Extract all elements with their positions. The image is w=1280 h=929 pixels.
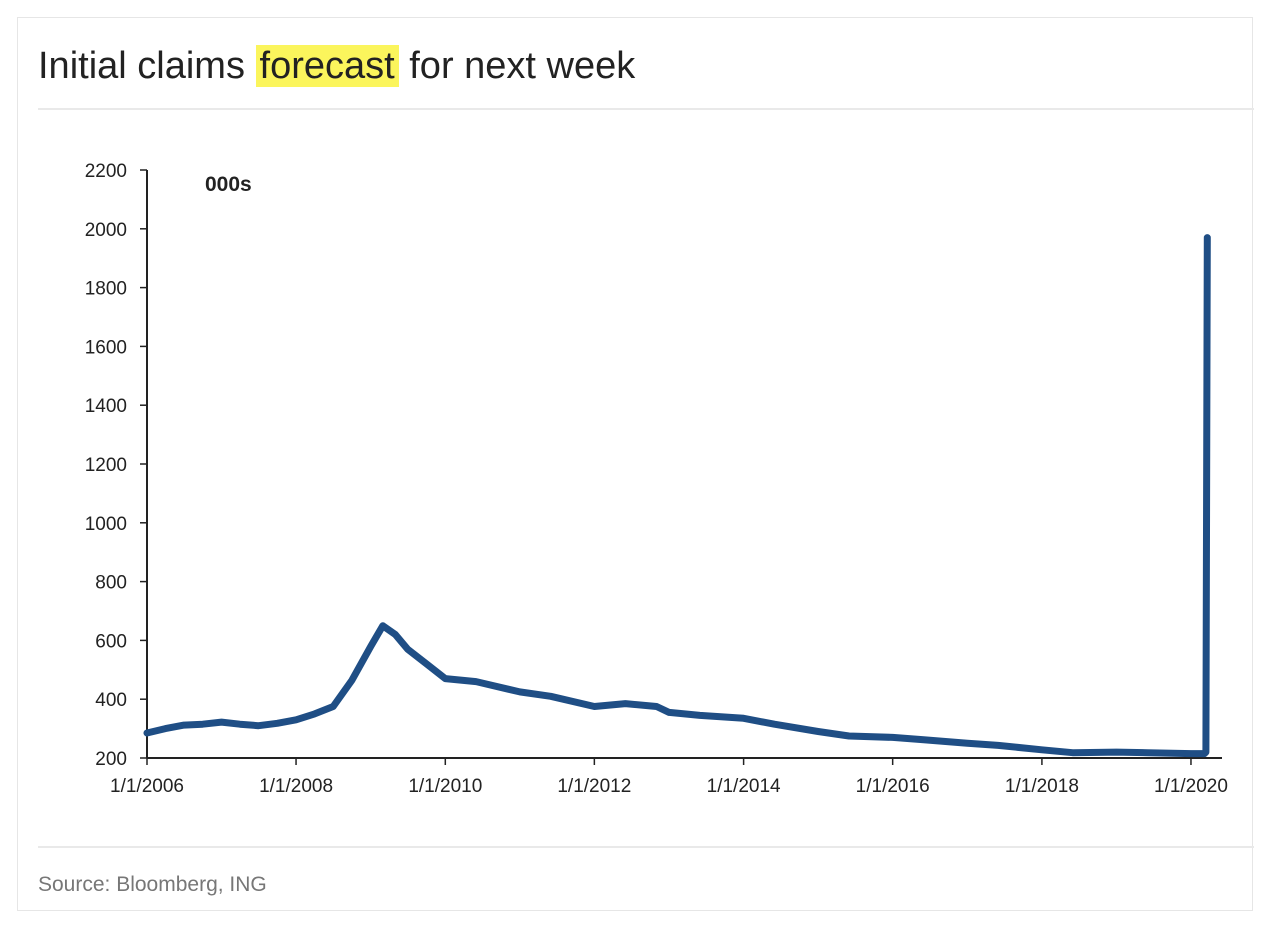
title-part-1: Initial claims	[38, 45, 245, 87]
x-tick-label: 1/1/2016	[856, 776, 930, 797]
footer-divider	[38, 846, 1254, 848]
title-divider	[38, 108, 1254, 110]
y-tick-label: 1000	[85, 514, 127, 535]
y-tick-label: 1600	[85, 337, 127, 358]
y-tick-label: 800	[95, 573, 127, 594]
y-tick-label: 1800	[85, 279, 127, 300]
y-tick-label: 1200	[85, 455, 127, 476]
chart-axes: 200 400 600 800 1000 1200 1400 1600 1800 2000 2200…	[85, 161, 1228, 797]
x-tick-label: 1/1/2006	[110, 776, 184, 797]
y-tick-label: 1400	[85, 396, 127, 417]
x-tick-label: 1/1/2020	[1154, 776, 1228, 797]
y-tick-label: 2200	[85, 161, 127, 182]
chart-title: Initial claims forecast for next week	[38, 42, 635, 90]
chart-marks	[143, 234, 1211, 758]
x-tick-label: 1/1/2012	[557, 776, 631, 797]
chart-card: Initial claims forecast for next week So…	[17, 17, 1254, 911]
source-note: Source: Bloomberg, ING	[38, 873, 267, 896]
x-tick-label: 1/1/2014	[707, 776, 781, 797]
y-tick-label: 400	[95, 690, 127, 711]
unit-label: 000s	[205, 173, 252, 196]
y-tick-label: 2000	[85, 220, 127, 241]
x-tick-label: 1/1/2008	[259, 776, 333, 797]
x-tick-label: 1/1/2010	[408, 776, 482, 797]
y-tick-label: 200	[95, 749, 127, 770]
y-tick-label: 600	[95, 631, 127, 652]
title-part-2: for next week	[409, 45, 636, 87]
x-tick-label: 1/1/2018	[1005, 776, 1079, 797]
series-line-1	[143, 234, 1211, 758]
title-highlight: forecast	[255, 45, 399, 87]
